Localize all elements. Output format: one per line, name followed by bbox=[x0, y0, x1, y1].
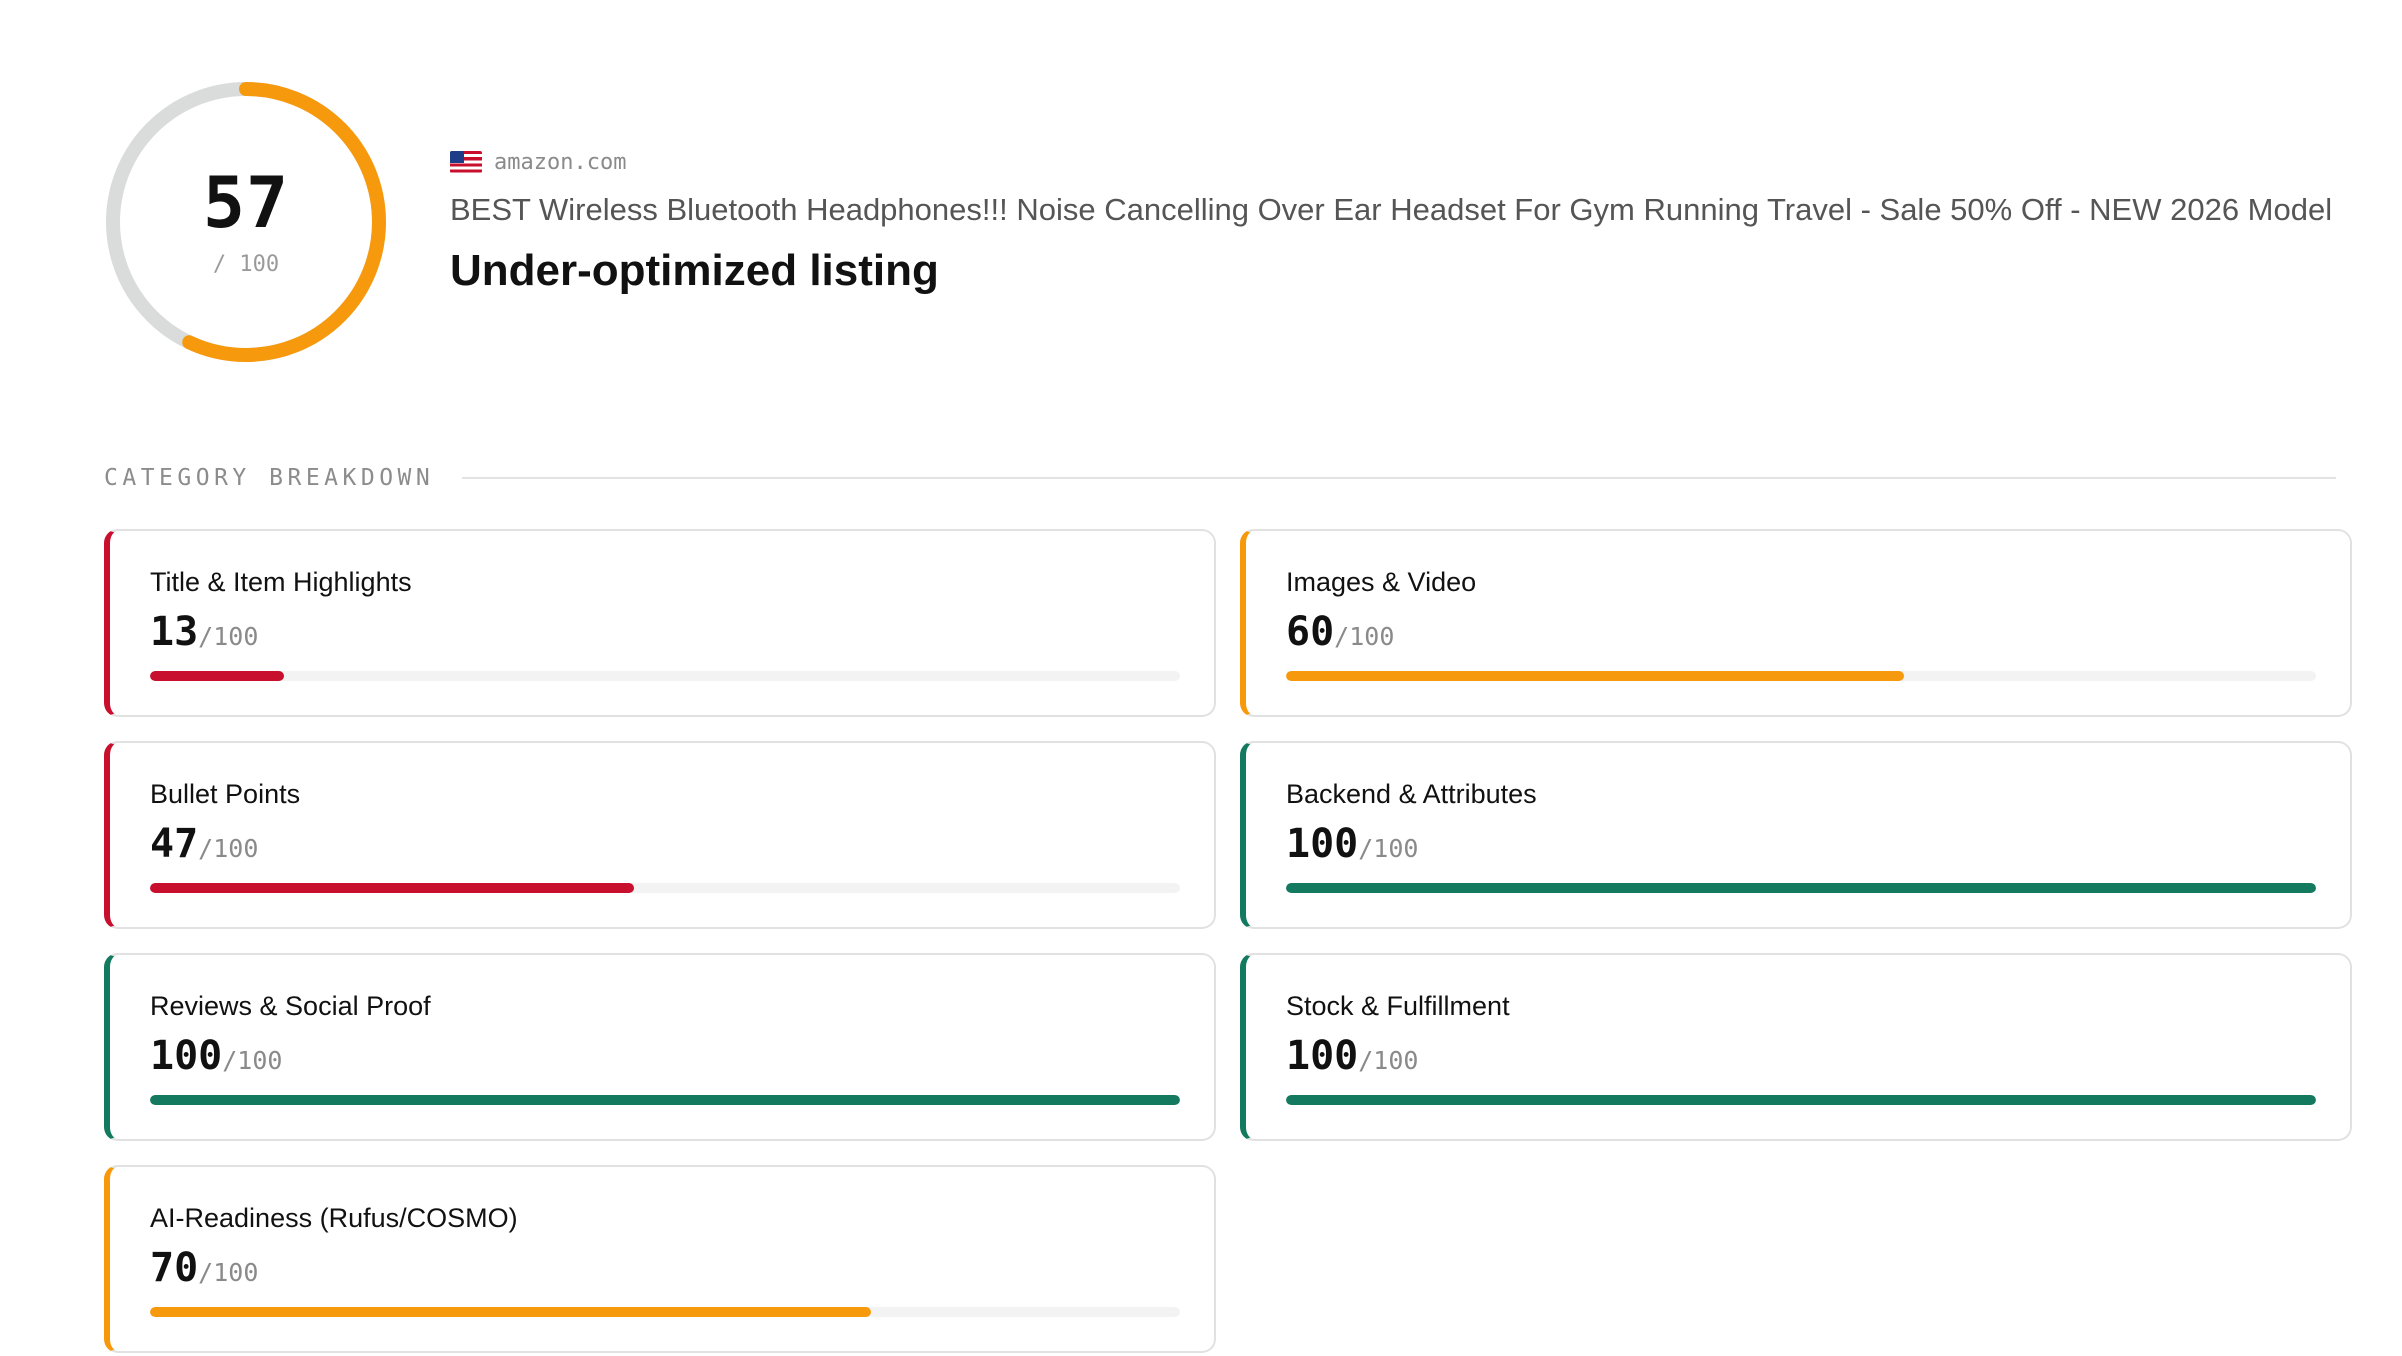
category-score: 60/100 bbox=[1286, 609, 1394, 655]
score-bar bbox=[150, 1307, 1180, 1317]
product-title: BEST Wireless Bluetooth Headphones!!! No… bbox=[450, 192, 2333, 227]
category-name: AI-Readiness (Rufus/COSMO) bbox=[150, 1203, 518, 1233]
score-bar-fill bbox=[1286, 1095, 2316, 1105]
category-name: Bullet Points bbox=[150, 779, 301, 809]
marketplace-domain: amazon.com bbox=[494, 149, 627, 175]
score-bar bbox=[1286, 671, 2316, 681]
section-label: CATEGORY BREAKDOWN bbox=[104, 465, 435, 491]
overall-score-max: / 100 bbox=[212, 252, 280, 277]
score-bar-fill bbox=[1286, 671, 1904, 681]
category-card-title-highlights: Title & Item Highlights 13/100 bbox=[104, 529, 1216, 717]
category-card-ai-readiness: AI-Readiness (Rufus/COSMO) 70/100 bbox=[104, 1165, 1216, 1353]
category-score: 47/100 bbox=[150, 821, 258, 867]
category-score: 70/100 bbox=[150, 1245, 258, 1291]
score-bar bbox=[1286, 1095, 2316, 1105]
category-score: 100/100 bbox=[1286, 1033, 1418, 1079]
score-bar bbox=[150, 883, 1180, 893]
us-flag-icon bbox=[450, 151, 482, 173]
score-bar-fill bbox=[150, 671, 284, 681]
gauge-progress bbox=[106, 82, 386, 362]
category-card-stock-fulfillment: Stock & Fulfillment 100/100 bbox=[1240, 953, 2352, 1141]
score-value: 100 bbox=[1286, 1033, 1359, 1079]
category-name: Title & Item Highlights bbox=[150, 567, 412, 597]
score-value: 60 bbox=[1286, 609, 1335, 655]
category-name: Backend & Attributes bbox=[1286, 779, 1537, 809]
score-max: /100 bbox=[1358, 1046, 1419, 1075]
score-value: 13 bbox=[150, 609, 199, 655]
score-gauge bbox=[106, 82, 386, 362]
score-bar bbox=[150, 671, 1180, 681]
score-bar bbox=[150, 1095, 1180, 1105]
score-value: 47 bbox=[150, 821, 199, 867]
score-max: /100 bbox=[1334, 622, 1395, 651]
section-divider bbox=[462, 477, 2336, 479]
score-bar bbox=[1286, 883, 2316, 893]
category-card-backend-attributes: Backend & Attributes 100/100 bbox=[1240, 741, 2352, 929]
score-bar-fill bbox=[150, 1307, 871, 1317]
category-score: 100/100 bbox=[1286, 821, 1418, 867]
score-max: /100 bbox=[198, 1258, 259, 1287]
score-max: /100 bbox=[198, 622, 259, 651]
category-name: Stock & Fulfillment bbox=[1286, 991, 1510, 1021]
category-name: Reviews & Social Proof bbox=[150, 991, 431, 1021]
category-card-bullet-points: Bullet Points 47/100 bbox=[104, 741, 1216, 929]
score-bar-fill bbox=[1286, 883, 2316, 893]
score-value: 70 bbox=[150, 1245, 199, 1291]
category-card-images-video: Images & Video 60/100 bbox=[1240, 529, 2352, 717]
listing-header: amazon.com BEST Wireless Bluetooth Headp… bbox=[450, 140, 2402, 296]
category-breakdown-heading: CATEGORY BREAKDOWN bbox=[104, 458, 2336, 498]
listing-verdict: Under-optimized listing bbox=[450, 246, 939, 295]
score-bar-fill bbox=[150, 1095, 1180, 1105]
category-score: 100/100 bbox=[150, 1033, 282, 1079]
score-bar-fill bbox=[150, 883, 635, 893]
marketplace-source: amazon.com bbox=[450, 140, 2402, 184]
category-card-reviews-social-proof: Reviews & Social Proof 100/100 bbox=[104, 953, 1216, 1141]
category-score: 13/100 bbox=[150, 609, 258, 655]
category-name: Images & Video bbox=[1286, 567, 1477, 597]
score-max: /100 bbox=[1358, 834, 1419, 863]
score-max: /100 bbox=[198, 834, 259, 863]
overall-score-value: 57 bbox=[202, 162, 290, 244]
score-max: /100 bbox=[222, 1046, 283, 1075]
score-value: 100 bbox=[150, 1033, 223, 1079]
overall-score-ring: 57 / 100 bbox=[100, 76, 392, 368]
score-value: 100 bbox=[1286, 821, 1359, 867]
